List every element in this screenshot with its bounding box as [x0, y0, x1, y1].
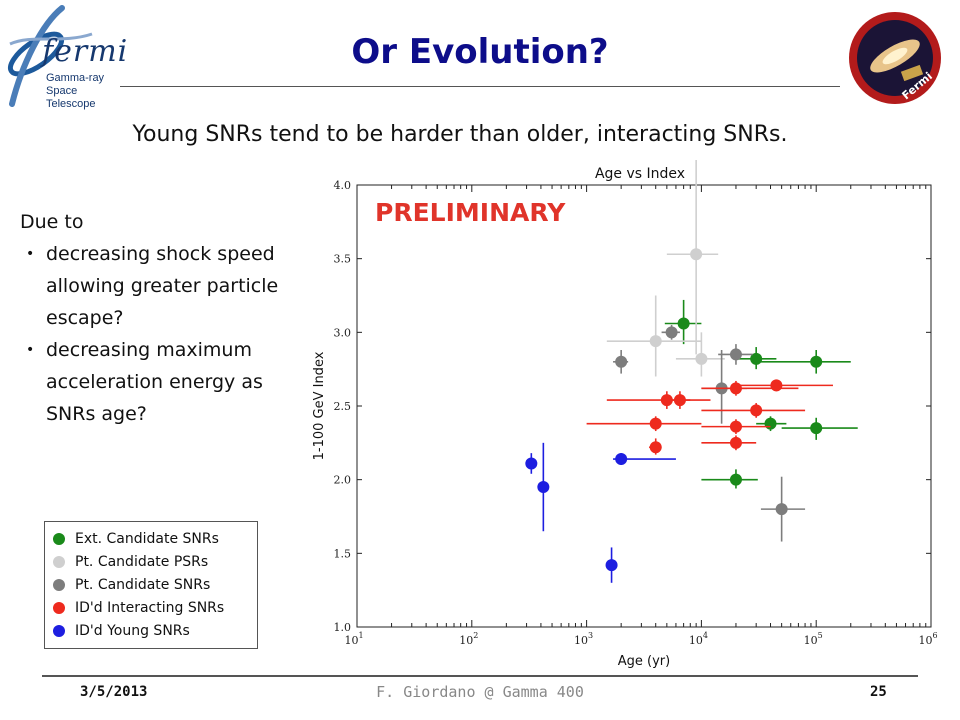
series-group [613, 324, 806, 542]
y-tick-label: 1.0 [334, 621, 352, 634]
x-tick-label: 103 [574, 631, 593, 647]
slide-title: Or Evolution? [351, 32, 609, 72]
data-point [649, 417, 662, 430]
legend-label: ID'd Interacting SNRs [75, 600, 225, 616]
data-point [775, 503, 788, 516]
y-tick-label: 1.5 [334, 547, 352, 560]
legend-item: Pt. Candidate SNRs [53, 576, 210, 594]
fermi-swirl-icon [7, 5, 93, 107]
data-point [729, 436, 742, 449]
x-tick-label: 104 [689, 631, 708, 647]
x-tick-label: 105 [804, 631, 823, 647]
data-point [695, 352, 708, 365]
y-tick-label: 4.0 [334, 179, 352, 192]
legend-label: Ext. Candidate SNRs [75, 531, 219, 547]
logo-subtitle: Gamma-ray Space Telescope [46, 72, 122, 111]
data-point [729, 382, 742, 395]
logo-brand: fermi [42, 34, 129, 69]
legend-marker [53, 533, 65, 545]
legend-marker [53, 625, 65, 637]
data-point [615, 453, 628, 466]
x-tick-label: 101 [344, 631, 363, 647]
data-point [677, 317, 690, 330]
x-tick-label: 106 [918, 631, 937, 647]
y-tick-label: 2.0 [334, 474, 352, 487]
legend-item: ID'd Interacting SNRs [53, 599, 224, 617]
data-point [750, 352, 763, 365]
fermi-logo: fermi Gamma-ray Space Telescope [2, 4, 127, 111]
preliminary-label: PRELIMINARY [375, 198, 566, 227]
data-point [537, 481, 550, 494]
explanation-intro: Due to [20, 211, 84, 233]
data-point [729, 473, 742, 486]
data-point [605, 559, 618, 572]
legend-item: ID'd Young SNRs [53, 622, 190, 640]
footer-date: 3/5/2013 [80, 684, 148, 700]
explanation-list: decreasing shock speed allowing greater … [20, 238, 290, 430]
series-group [606, 160, 725, 377]
slide-subtitle: Young SNRs tend to be harder than older,… [132, 122, 788, 147]
mission-badge: Fermi [846, 6, 944, 110]
logo-line1: Gamma-ray [46, 72, 105, 84]
data-point [525, 457, 538, 470]
series-group [586, 379, 833, 455]
series-group [525, 442, 676, 583]
data-point [729, 348, 742, 361]
data-point [649, 335, 662, 348]
y-axis-label: 1-100 GeV Index [312, 351, 327, 460]
y-tick-label: 2.5 [334, 400, 352, 413]
data-point [690, 248, 703, 261]
legend-item: Ext. Candidate SNRs [53, 530, 219, 548]
mission-patch-icon: Fermi [849, 12, 941, 104]
legend-marker [53, 602, 65, 614]
data-point [615, 355, 628, 368]
legend-label: ID'd Young SNRs [75, 623, 190, 639]
explanation-bullet: decreasing shock speed allowing greater … [26, 238, 290, 334]
explanation-text: Due to decreasing shock speed allowing g… [20, 206, 290, 430]
legend-marker [53, 579, 65, 591]
age-vs-index-chart: Age vs Index PRELIMINARY 1.0 1.5 2.0 2.5 3.0… [312, 160, 938, 669]
x-axis-label: Age (yr) [618, 654, 670, 669]
data-point [750, 404, 763, 417]
footer-divider [42, 675, 918, 677]
data-point [810, 422, 823, 435]
chart-title: Age vs Index [595, 166, 685, 182]
x-tick-label: 102 [459, 631, 478, 647]
legend-label: Pt. Candidate PSRs [75, 554, 209, 570]
data-point [649, 441, 662, 454]
legend-item: Pt. Candidate PSRs [53, 553, 208, 571]
logo-line2: Space Telescope [46, 85, 96, 110]
data-point [673, 394, 686, 407]
series-group [664, 299, 858, 489]
data-point [764, 417, 777, 430]
explanation-bullet: decreasing maximum acceleration energy a… [26, 334, 290, 430]
chart-legend: Ext. Candidate SNRs Pt. Candidate PSRs P… [44, 521, 258, 649]
y-tick-label: 3.5 [334, 253, 352, 266]
legend-label: Pt. Candidate SNRs [75, 577, 211, 593]
page-number: 25 [870, 684, 887, 700]
data-point [770, 379, 783, 392]
plot-frame [356, 184, 932, 628]
footer-author: F. Giordano @ Gamma 400 [376, 683, 584, 701]
title-divider [120, 86, 840, 87]
data-point [729, 420, 742, 433]
y-tick-label: 3.0 [334, 326, 352, 339]
legend-marker [53, 556, 65, 568]
data-point [810, 355, 823, 368]
data-point [665, 326, 678, 339]
